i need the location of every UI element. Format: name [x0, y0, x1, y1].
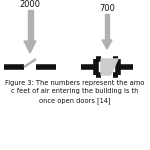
- Polygon shape: [102, 40, 112, 49]
- Text: 700: 700: [99, 4, 115, 13]
- Polygon shape: [24, 41, 36, 53]
- Text: Figure 3: The numbers represent the amo
c feet of air entering the building is t: Figure 3: The numbers represent the amo …: [5, 80, 145, 104]
- Polygon shape: [105, 14, 109, 40]
- Polygon shape: [101, 59, 118, 75]
- Polygon shape: [27, 10, 33, 41]
- Text: 2000: 2000: [20, 0, 40, 9]
